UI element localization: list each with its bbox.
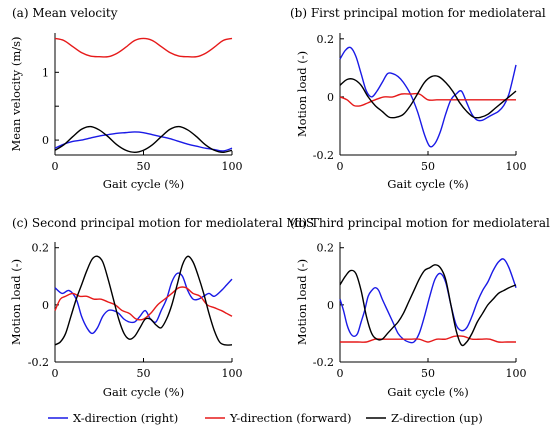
series-line-x bbox=[54, 272, 233, 335]
x-tick-label: 100 bbox=[506, 160, 527, 173]
y-axis-label: Motion load (-) bbox=[295, 259, 309, 345]
series-line-z bbox=[54, 125, 233, 153]
x-tick-label: 0 bbox=[337, 367, 344, 380]
chart-panel: (a) Mean velocity 0 50 100 0 1 Gait cycle (%) M… bbox=[9, 6, 243, 191]
x-axis-label: Gait cycle (%) bbox=[387, 177, 468, 191]
y-tick-label: -0.2 bbox=[28, 356, 49, 369]
y-tick-label: -0.2 bbox=[313, 356, 334, 369]
x-tick-label: 100 bbox=[506, 367, 527, 380]
y-tick-label: -0.2 bbox=[313, 149, 334, 162]
legend: X-direction (right) Y-direction (forward)… bbox=[48, 411, 483, 425]
y-tick-label: 0 bbox=[42, 299, 49, 312]
y-tick-label: 0 bbox=[42, 134, 49, 147]
chart-title: (a) Mean velocity bbox=[12, 6, 118, 20]
x-tick-label: 50 bbox=[137, 367, 151, 380]
chart-panel: (b) First principal motion for mediolate… bbox=[290, 6, 550, 191]
series-line-z bbox=[54, 255, 233, 346]
x-axis-label: Gait cycle (%) bbox=[103, 385, 184, 399]
y-axis-label: Motion load (-) bbox=[295, 51, 309, 137]
legend-entry: Y-direction (forward) bbox=[229, 411, 352, 425]
series-line-x bbox=[54, 131, 233, 152]
series-line-y bbox=[54, 37, 233, 58]
legend-entry: X-direction (right) bbox=[73, 411, 178, 425]
series-line-y bbox=[54, 286, 233, 321]
series-line-y bbox=[339, 92, 516, 107]
series-line-x bbox=[339, 46, 517, 148]
y-tick-label: 0.2 bbox=[317, 33, 335, 46]
chart-title: (c) Second principal motion for mediolat… bbox=[12, 216, 314, 230]
x-tick-label: 100 bbox=[222, 160, 243, 173]
x-tick-label: 50 bbox=[421, 367, 435, 380]
chart-title: (d) Third principal motion for mediolate… bbox=[290, 216, 550, 230]
x-tick-label: 0 bbox=[52, 160, 59, 173]
y-tick-label: 0 bbox=[327, 91, 334, 104]
x-tick-label: 100 bbox=[222, 367, 243, 380]
chart-title: (b) First principal motion for mediolate… bbox=[290, 6, 550, 20]
y-tick-label: 0.2 bbox=[32, 242, 50, 255]
y-tick-label: 1 bbox=[42, 66, 49, 79]
x-tick-label: 0 bbox=[337, 160, 344, 173]
legend-entry: Z-direction (up) bbox=[391, 411, 483, 425]
x-axis-label: Gait cycle (%) bbox=[387, 385, 468, 399]
x-tick-label: 50 bbox=[421, 160, 435, 173]
chart-panel: (d) Third principal motion for mediolate… bbox=[290, 216, 550, 399]
x-axis-label: Gait cycle (%) bbox=[103, 177, 184, 191]
series-line-x bbox=[339, 258, 517, 344]
x-tick-label: 50 bbox=[137, 160, 151, 173]
series-line-z bbox=[339, 264, 517, 347]
y-tick-label: 0.2 bbox=[317, 242, 335, 255]
chart-panel: (c) Second principal motion for mediolat… bbox=[9, 216, 314, 399]
series-line-y bbox=[339, 335, 516, 343]
y-tick-label: 0 bbox=[327, 299, 334, 312]
y-axis-label: Motion load (-) bbox=[9, 259, 23, 345]
series-line-z bbox=[339, 75, 517, 119]
y-axis-label: Mean velocity (m/s) bbox=[9, 37, 23, 152]
x-tick-label: 0 bbox=[52, 367, 59, 380]
